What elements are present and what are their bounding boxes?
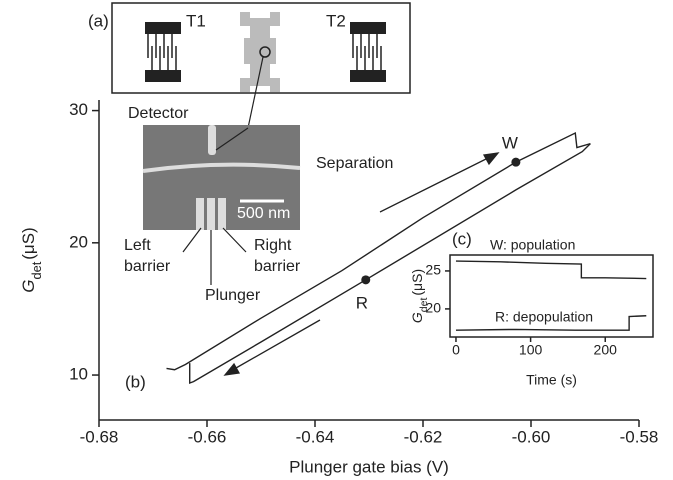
y-tick-label: 20 bbox=[69, 232, 88, 251]
x-tick-label: -0.66 bbox=[188, 427, 227, 446]
terminal-right bbox=[350, 22, 386, 82]
data-line bbox=[189, 143, 591, 384]
terminal-left bbox=[145, 22, 181, 82]
data-line bbox=[455, 315, 647, 331]
x-tick-label: 100 bbox=[519, 342, 543, 358]
schematic: (a) T1 T2 bbox=[88, 2, 411, 129]
sem-label: barrier bbox=[254, 258, 301, 275]
data-line bbox=[455, 260, 647, 280]
x-tick-label: -0.68 bbox=[80, 427, 119, 446]
x-tick-label: -0.58 bbox=[620, 427, 659, 446]
sem-label: Right bbox=[254, 237, 292, 254]
x-tick-label: -0.64 bbox=[296, 427, 335, 446]
x-tick-label: -0.60 bbox=[512, 427, 551, 446]
panel-label: (b) bbox=[125, 372, 146, 391]
y-label-unit: (μS) bbox=[19, 227, 38, 259]
point-label: R bbox=[356, 293, 368, 312]
terminal-label: T2 bbox=[326, 11, 346, 30]
sem-label: Separation bbox=[316, 155, 393, 172]
series-label: W: population bbox=[490, 237, 575, 253]
y-axis-label: Gdet (μS) bbox=[409, 269, 430, 323]
data-line bbox=[166, 131, 591, 371]
y-tick-label: 10 bbox=[69, 365, 88, 384]
panel-label: (c) bbox=[452, 229, 472, 248]
x-tick-label: 0 bbox=[452, 342, 460, 358]
y-label-symbol: G bbox=[19, 279, 38, 292]
y-label-subscript: det bbox=[418, 298, 430, 313]
terminal-label: T1 bbox=[186, 11, 206, 30]
sweep-arrows bbox=[223, 152, 500, 376]
y-tick-label: 30 bbox=[69, 100, 88, 119]
sem-label: barrier bbox=[124, 258, 171, 275]
panel-label: (a) bbox=[88, 11, 109, 30]
y-label-symbol: G bbox=[409, 312, 425, 323]
y-tick-label: 25 bbox=[425, 262, 441, 278]
sem-image: 500 nm Detector Separation Left barrier … bbox=[124, 105, 393, 304]
y-label-subscript: det bbox=[29, 261, 44, 279]
series-label: R: depopulation bbox=[495, 309, 593, 325]
y-tick-label: 20 bbox=[425, 300, 441, 316]
point-label: W bbox=[502, 134, 518, 153]
x-tick-label: -0.62 bbox=[404, 427, 443, 446]
sem-label: Left bbox=[124, 237, 151, 254]
x-axis-label: Time (s) bbox=[526, 372, 577, 388]
y-axis-label: Gdet (μS) bbox=[19, 227, 43, 292]
x-axis-label: Plunger gate bias (V) bbox=[289, 457, 449, 476]
sem-label: Detector bbox=[128, 105, 189, 122]
sem-label: Plunger bbox=[205, 287, 261, 304]
point-marker bbox=[511, 157, 521, 167]
scale-bar-label: 500 nm bbox=[237, 205, 290, 222]
plot-frame bbox=[449, 254, 654, 338]
x-tick-label: 200 bbox=[594, 342, 618, 358]
point-marker bbox=[361, 275, 371, 285]
y-label-unit: (μS) bbox=[409, 269, 425, 296]
zoom-line bbox=[247, 56, 264, 129]
zoom-circle bbox=[259, 46, 271, 58]
